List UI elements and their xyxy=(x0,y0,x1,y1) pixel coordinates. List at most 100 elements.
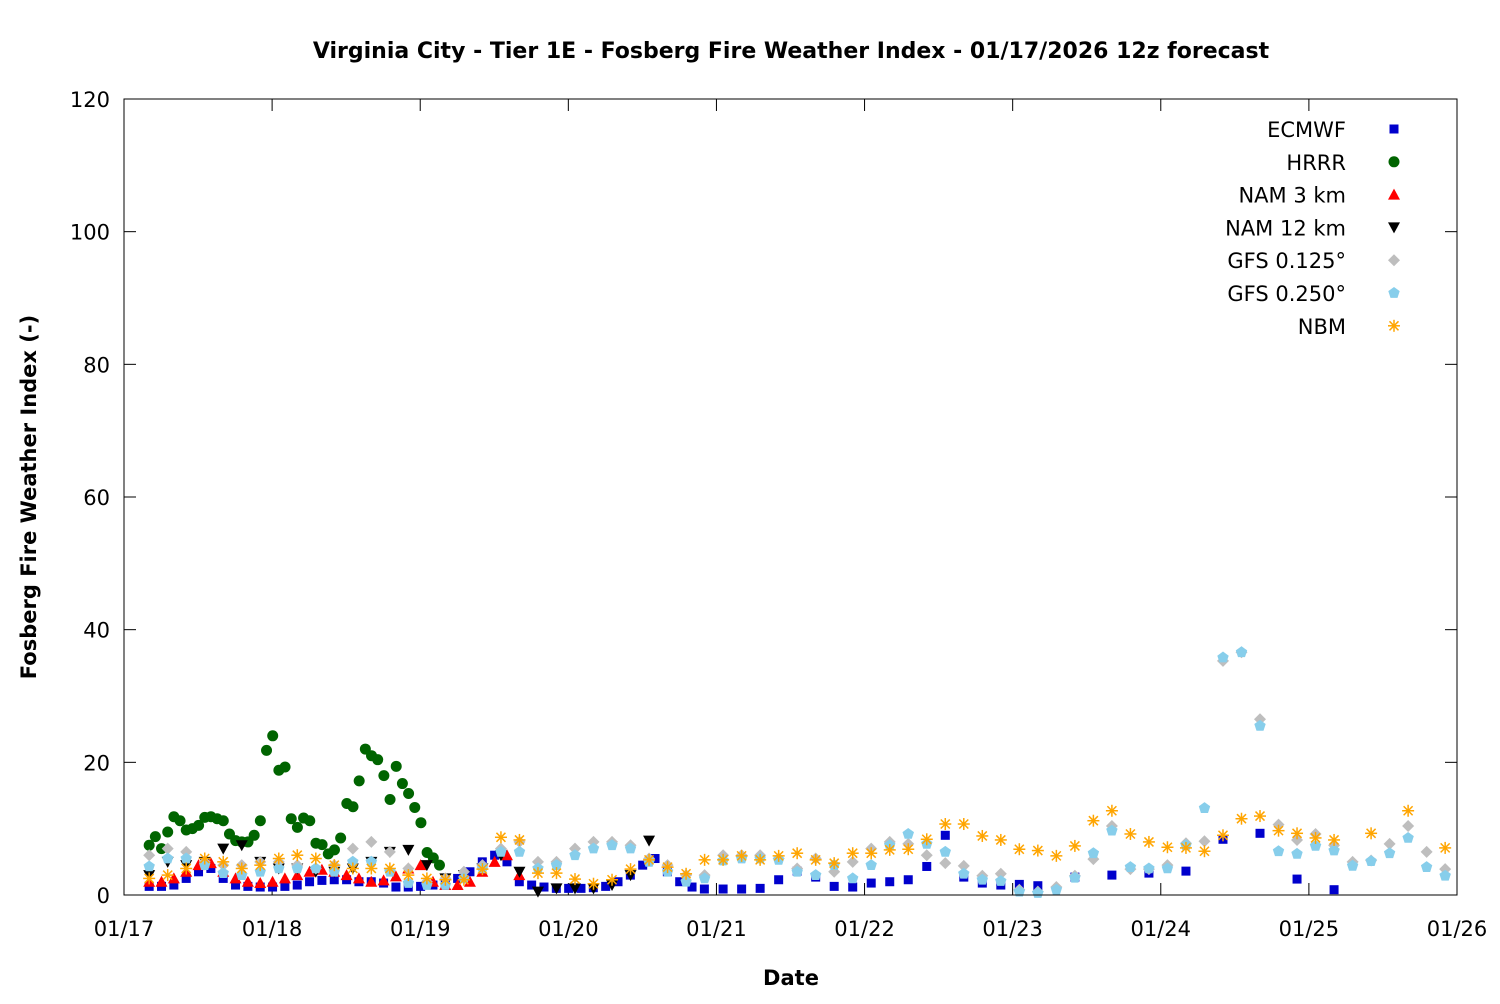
point-gfs-0-250 xyxy=(513,845,526,857)
point-nam-3-km xyxy=(414,859,427,871)
point-ecmwf xyxy=(1255,828,1265,838)
point-gfs-0-250 xyxy=(1124,861,1137,872)
point-nam-3-km xyxy=(500,849,513,861)
point-nbm xyxy=(1179,841,1192,854)
x-tick-label: 01/22 xyxy=(834,917,895,941)
point-ecmwf xyxy=(699,884,709,894)
point-ecmwf xyxy=(502,857,512,867)
axis-ticks: 0 20 40 60 80 100 120 01/17 01/18 01/19 01/20 01/21… xyxy=(70,88,1487,941)
asterisk-stroke xyxy=(1143,836,1154,847)
point-hrrr xyxy=(415,817,427,829)
point-nbm xyxy=(439,873,452,886)
asterisk-stroke xyxy=(736,850,747,861)
asterisk-stroke xyxy=(514,834,525,845)
point-nam-3-km xyxy=(365,875,378,887)
point-nbm xyxy=(198,852,211,865)
point-ecmwf xyxy=(391,882,401,892)
point-ecmwf xyxy=(601,881,611,891)
asterisk-stroke xyxy=(366,863,377,874)
point-ecmwf xyxy=(576,883,586,893)
x-tick-label: 01/17 xyxy=(94,917,155,941)
plot-frame xyxy=(123,98,1458,896)
x-tick-label: 01/26 xyxy=(1427,917,1488,941)
point-gfs-0-250 xyxy=(1143,862,1155,874)
point-nbm xyxy=(717,853,730,866)
point-nam-3-km xyxy=(377,874,390,886)
asterisk-stroke xyxy=(1310,832,1321,843)
point-nbm xyxy=(365,862,378,875)
point-gfs-0-250 xyxy=(1235,646,1248,658)
point-hrrr xyxy=(378,770,390,782)
point-nbm xyxy=(235,862,248,875)
point-nbm xyxy=(754,853,767,866)
asterisk-stroke xyxy=(662,862,673,873)
point-ecmwf xyxy=(774,875,784,885)
point-nam-12-km xyxy=(643,835,656,847)
point-ecmwf xyxy=(675,877,685,887)
point-hrrr xyxy=(316,839,328,851)
point-nam-12-km xyxy=(550,883,563,895)
point-nbm xyxy=(1328,833,1341,846)
point-nbm xyxy=(1365,827,1378,840)
point-gfs-0-250 xyxy=(1217,651,1229,663)
point-gfs-0-250 xyxy=(310,862,322,874)
point-ecmwf xyxy=(169,880,179,890)
asterisk-stroke xyxy=(644,854,655,865)
point-hrrr xyxy=(174,815,186,827)
point-hrrr xyxy=(384,793,396,805)
point-nbm xyxy=(328,859,341,872)
point-nam-12-km xyxy=(531,886,544,898)
point-nbm xyxy=(568,873,581,886)
point-nbm xyxy=(272,852,285,865)
point-nbm xyxy=(1216,829,1229,842)
point-nbm xyxy=(1291,827,1304,840)
asterisk-stroke xyxy=(218,856,229,867)
x-axis-label: Date xyxy=(763,966,819,990)
point-gfs-0-250 xyxy=(976,873,988,885)
legend-marker-nbm xyxy=(1388,319,1400,332)
asterisk-stroke xyxy=(347,863,358,874)
point-nbm xyxy=(531,867,544,880)
point-gfs-0-250 xyxy=(1106,824,1118,836)
point-gfs-0-250 xyxy=(1161,862,1174,874)
point-nbm xyxy=(1013,843,1026,856)
point-ecmwf xyxy=(465,867,475,877)
point-hrrr xyxy=(390,760,402,772)
asterisk-stroke xyxy=(329,860,340,871)
point-gfs-0-250 xyxy=(810,869,822,880)
x-tick-label: 01/18 xyxy=(242,917,303,941)
point-nbm xyxy=(606,873,619,886)
legend-marker-gfs-0-250 xyxy=(1388,287,1400,298)
asterisk-stroke xyxy=(477,864,488,875)
asterisk-stroke xyxy=(421,873,432,884)
point-gfs-0-125 xyxy=(143,849,156,862)
point-gfs-0-250 xyxy=(143,860,155,872)
asterisk-stroke xyxy=(255,860,266,871)
point-gfs-0-250 xyxy=(1328,844,1340,856)
legend-label-nbm: NBM xyxy=(1298,315,1346,339)
point-nbm xyxy=(291,849,304,862)
asterisk-stroke xyxy=(773,850,784,861)
point-ecmwf xyxy=(231,880,241,890)
data-points xyxy=(143,646,1452,898)
point-nbm xyxy=(1272,824,1285,837)
asterisk-stroke xyxy=(384,863,395,874)
point-gfs-0-250 xyxy=(1013,885,1025,897)
point-nbm xyxy=(513,833,526,846)
point-ecmwf xyxy=(885,877,895,887)
asterisk-stroke xyxy=(847,848,858,859)
point-ecmwf xyxy=(564,883,574,893)
asterisk-stroke xyxy=(551,868,562,879)
point-nam-3-km xyxy=(266,875,279,887)
point-gfs-0-250 xyxy=(1069,871,1081,883)
legend-label-gfs-0-250: GFS 0.250° xyxy=(1227,282,1346,306)
asterisk-stroke xyxy=(1199,846,1210,857)
point-nam-3-km xyxy=(340,869,353,881)
point-nbm xyxy=(902,843,915,856)
point-ecmwf xyxy=(755,883,765,893)
asterisk-stroke xyxy=(866,848,877,859)
asterisk-stroke xyxy=(1088,815,1099,826)
asterisk-stroke xyxy=(292,850,303,861)
point-nam-3-km xyxy=(155,875,168,887)
point-nam-3-km xyxy=(241,875,254,887)
